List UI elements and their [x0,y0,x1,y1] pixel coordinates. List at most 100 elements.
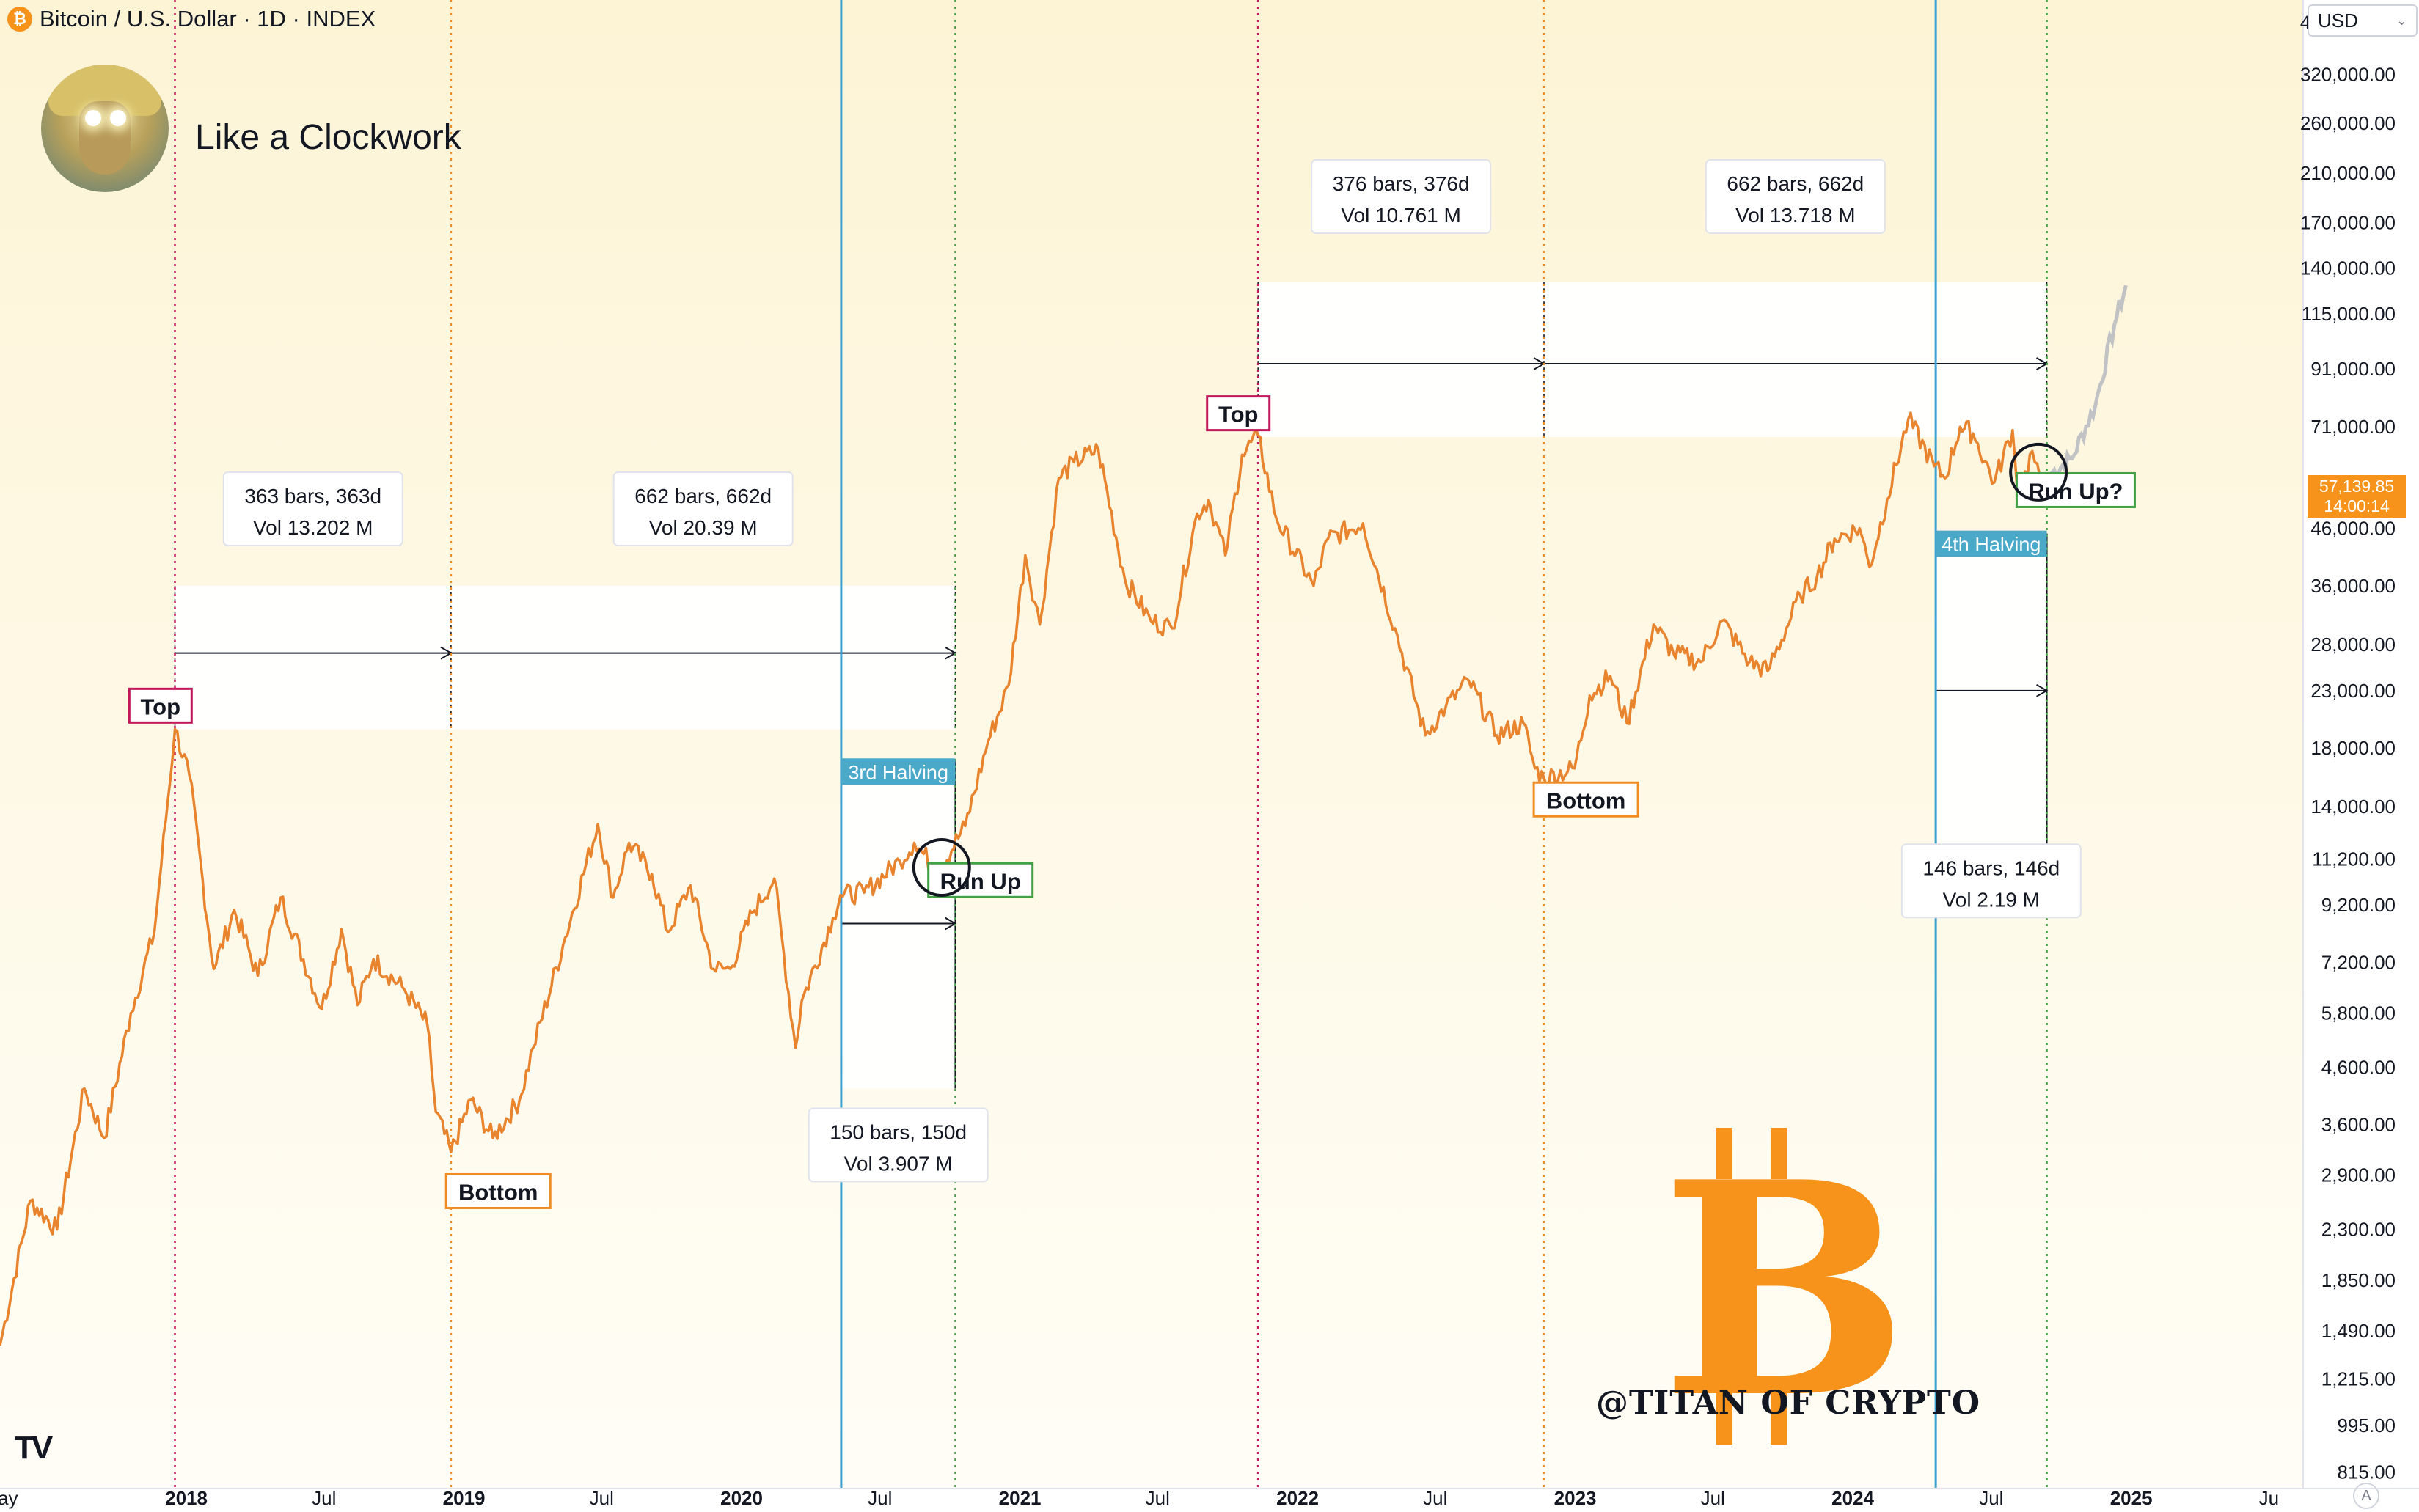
avatar-eye-icon [110,110,126,126]
time-tick-label: Jul [590,1487,614,1509]
range-box [175,585,451,730]
price-tick-label: 3,600.00 [2321,1114,2396,1136]
time-tick-label: 2023 [1554,1487,1597,1509]
price-tick-label: 7,200.00 [2321,951,2396,973]
price-tick-label: 320,000.00 [2300,64,2396,86]
range-stats-volume: Vol 3.907 M [844,1152,953,1175]
bitcoin-logo-letter: B [1661,1118,1909,1463]
auto-scale-button[interactable]: A [2353,1483,2379,1509]
annotation-box-top [1206,395,1271,432]
price-tick-label: 36,000.00 [2310,575,2396,597]
price-tick-label: 91,000.00 [2310,358,2396,380]
avatar-eye-icon [85,110,101,126]
price-tick-label: 140,000.00 [2300,257,2396,279]
time-tick-label: Jul [1701,1487,1725,1509]
time-tick-label: 2019 [443,1487,486,1509]
price-tick-label: 18,000.00 [2310,737,2396,759]
range-stats-bars: 376 bars, 376d [1333,172,1470,195]
annotation-label-top: Top [141,694,181,719]
range-stats-box [612,471,794,547]
tradingview-logo[interactable]: TV [15,1430,53,1466]
range-stats-box [222,471,403,547]
time-tick-label: 2024 [1831,1487,1874,1509]
symbol-title: Bitcoin / U.S. Dollar · 1D · INDEX [40,6,376,32]
time-tick-label: Jul [1423,1487,1447,1509]
currency-value: USD [2318,9,2358,32]
annotation-box-bottom [444,1172,552,1209]
range-box [1258,282,1545,437]
time-tick-label: 2022 [1276,1487,1319,1509]
range-stats-bars: 146 bars, 146d [1922,856,2060,879]
time-tick-label: 2021 [999,1487,1042,1509]
time-tick-label: Ju [2259,1487,2279,1509]
range-arrowhead [2036,683,2049,697]
price-tick-label: 995.00 [2337,1414,2396,1436]
price-tick-label: 1,215.00 [2321,1368,2396,1390]
price-tick-label: 815.00 [2337,1461,2396,1483]
annotation-box-runup [927,862,1034,898]
bitcoin-logo-watermark: B [1661,1128,1909,1445]
bitcoin-logo-bar [1771,1128,1787,1179]
price-tick-label: 115,000.00 [2302,303,2396,325]
time-tick-label: Jul [1146,1487,1170,1509]
halving-label-box [1936,530,2047,557]
time-tick-label: May [0,1487,18,1509]
price-tick-label: 2,300.00 [2321,1219,2396,1241]
range-stats-volume: Vol 13.202 M [253,516,373,539]
highlight-circle [912,838,971,898]
chevron-down-icon: ⌄ [2396,12,2407,28]
price-tick-label: 210,000.00 [2300,162,2396,184]
currency-select[interactable]: USD ⌄ [2308,4,2418,37]
time-tick-label: 2018 [165,1487,208,1509]
price-tick-label: 170,000.00 [2300,211,2396,233]
annotation-label-bottom: Bottom [458,1179,538,1205]
price-tick-label: 4,600.00 [2321,1056,2396,1078]
range-stats-box [1705,158,1886,234]
time-tick-label: 2020 [720,1487,763,1509]
current-price: 57,139.85 [2319,477,2395,496]
price-axis-panel [2303,0,2419,1512]
time-tick-label: 2025 [2110,1487,2153,1509]
range-arrowhead [944,646,957,660]
annotation-box-top [128,687,193,724]
time-tick-label: Jul [1979,1487,2003,1509]
price-tick-label: 71,000.00 [2310,416,2396,438]
bitcoin-logo-bar [1716,1128,1732,1179]
price-tick-label: 11,200.00 [2312,848,2396,870]
range-stats-volume: Vol 20.39 M [649,516,758,539]
range-stats-bars: 363 bars, 363d [244,485,381,507]
plot-background [0,0,2303,1489]
annotation-label-bottom: Bottom [1546,788,1625,813]
range-stats-volume: Vol 10.761 M [1341,204,1460,227]
price-tick-label: 2,900.00 [2321,1164,2396,1186]
annotation-label-top: Top [1218,402,1259,427]
chart-title: Like a Clockwork [195,118,461,157]
symbol-header[interactable]: ₿ Bitcoin / U.S. Dollar · 1D · INDEX [7,4,376,34]
highlight-circle [2009,442,2068,502]
range-stats-box [1900,843,2082,919]
range-stats-box [808,1107,989,1183]
halving-label-box [841,758,956,785]
time-axis-panel [0,1489,2419,1512]
range-stats-volume: Vol 2.19 M [1943,888,2040,911]
projection-line [2049,285,2128,482]
range-stats-volume: Vol 13.718 M [1735,204,1855,227]
range-stats-bars: 662 bars, 662d [1727,172,1864,195]
bitcoin-logo-bar [1771,1393,1787,1445]
range-arrowhead [944,917,957,931]
price-line [0,411,2052,1346]
annotation-label-runup: Run Up [940,868,1021,894]
range-stats-box [1311,158,1492,234]
range-box [1544,282,2047,437]
halving-label: 3rd Halving [848,761,948,783]
time-tick-label: Jul [312,1487,336,1509]
price-tick-label: 46,000.00 [2310,518,2396,540]
time-tick-label: Jul [868,1487,892,1509]
range-stats-bars: 662 bars, 662d [634,485,772,507]
price-tick-label: 9,200.00 [2321,894,2396,916]
bitcoin-logo-bar [1716,1393,1732,1445]
bar-countdown: 14:00:14 [2324,496,2390,515]
price-tick-label: 260,000.00 [2300,112,2396,134]
